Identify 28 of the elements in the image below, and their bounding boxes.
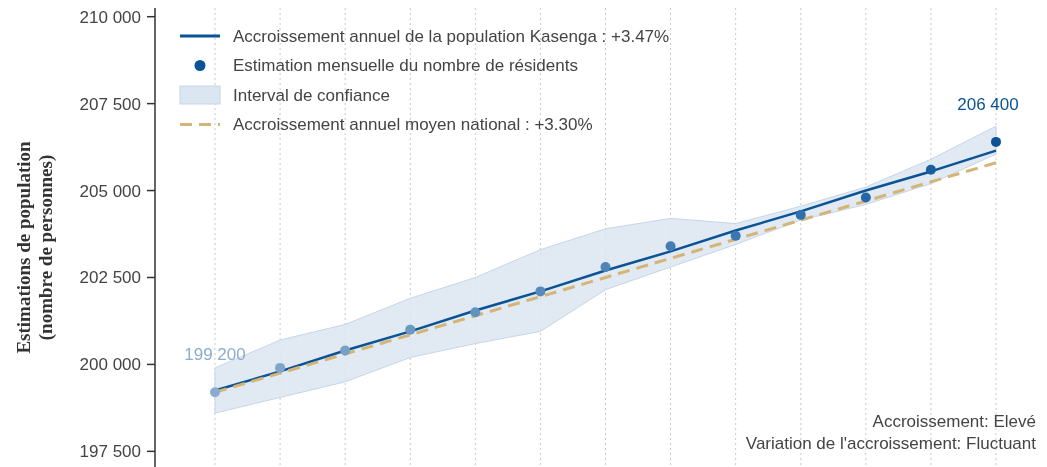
y-tick-label: 205 000 <box>79 181 141 201</box>
annotation: Accroissement: Elevé <box>872 412 1036 431</box>
point <box>925 164 936 175</box>
point <box>860 192 871 203</box>
point <box>535 286 546 297</box>
point <box>405 324 416 335</box>
annotation: Variation de l'accroissement: Fluctuant <box>745 434 1037 453</box>
y-tick-label: 197 500 <box>79 442 141 462</box>
point <box>600 262 611 273</box>
legend-label: Estimation mensuelle du nombre de résidents <box>233 56 578 76</box>
y-axis-title: Estimations de population (nombre de personnes) <box>13 140 57 354</box>
y-tick-label: 210 000 <box>79 7 141 27</box>
point <box>730 230 741 241</box>
y-tick-label: 202 500 <box>79 268 141 288</box>
point <box>795 209 806 220</box>
point <box>340 345 351 356</box>
point <box>210 387 220 398</box>
point <box>665 241 676 252</box>
y-tick-label: 207 500 <box>79 94 141 114</box>
y-tick-label: 200 000 <box>79 355 141 375</box>
legend-label: Interval de confiance <box>233 85 390 105</box>
point <box>470 307 481 318</box>
point <box>991 136 1001 147</box>
data-label: 199 200 <box>184 345 246 365</box>
point <box>275 362 286 373</box>
legend-label: Accroissement annuel moyen national : +3.30% <box>233 115 593 135</box>
data-label: 206 400 <box>957 94 1019 114</box>
legend-label: Accroissement annuel de la population Kasenga : +3.47% <box>233 26 670 46</box>
